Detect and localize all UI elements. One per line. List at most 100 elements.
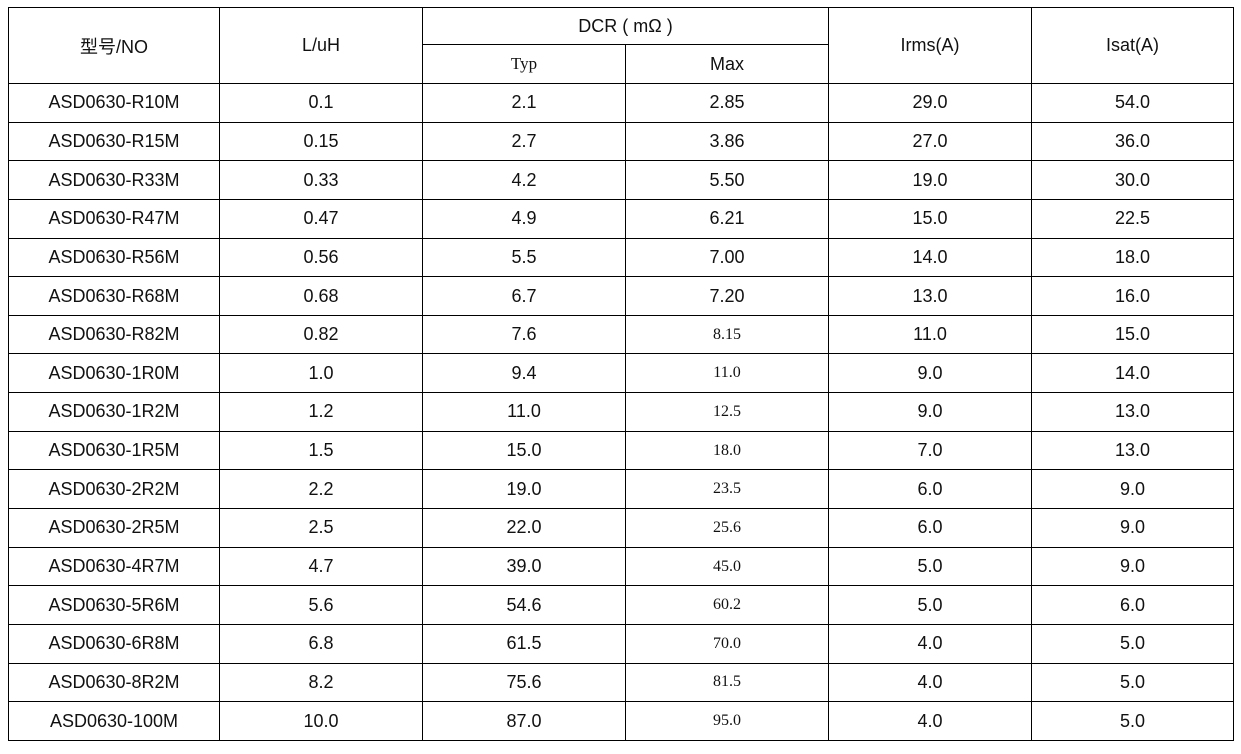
table-cell: ASD0630-1R2M — [8, 392, 220, 432]
table-cell: 61.5 — [422, 623, 626, 664]
table-cell: ASD0630-8R2M — [8, 662, 220, 703]
table-cell: 7.0 — [828, 430, 1033, 471]
table-cell: 2.1 — [422, 83, 626, 123]
table-cell: 13.0 — [1031, 430, 1235, 471]
table-cell: 5.0 — [828, 546, 1033, 587]
spec-table: 型号/NO L/uH DCR ( mΩ ) Irms(A) Isat(A) Ty… — [8, 7, 1235, 741]
table-cell: 1.0 — [219, 353, 423, 394]
table-row: ASD0630-4R7M 4.7 39.0 45.0 5.0 9.0 — [8, 546, 1235, 587]
table-row: ASD0630-R82M 0.82 7.6 8.15 11.0 15.0 — [8, 314, 1235, 355]
table-cell: 6.21 — [624, 198, 830, 239]
table-cell: 9.0 — [828, 392, 1033, 432]
table-cell: 0.82 — [219, 314, 423, 355]
table-body: ASD0630-R10M 0.1 2.1 2.85 29.0 54.0 ASD0630-R1… — [8, 83, 1235, 741]
table-cell: 8.2 — [219, 662, 423, 703]
table-cell: 5.6 — [219, 585, 423, 625]
table-cell: 75.6 — [422, 662, 626, 703]
table-cell: 6.7 — [422, 276, 626, 316]
table-cell: ASD0630-R68M — [8, 276, 220, 316]
header-cell: Max — [624, 44, 830, 84]
table-row: ASD0630-2R2M 2.2 19.0 23.5 6.0 9.0 — [8, 469, 1235, 510]
table-cell: 36.0 — [1031, 121, 1235, 162]
table-cell: ASD0630-2R2M — [8, 469, 220, 510]
table-cell: 9.0 — [828, 353, 1033, 394]
table-cell: 12.5 — [624, 392, 830, 432]
table-cell: 11.0 — [828, 314, 1033, 355]
table-cell: ASD0630-5R6M — [8, 585, 220, 625]
table-row: ASD0630-R56M 0.56 5.5 7.00 14.0 18.0 — [8, 237, 1235, 278]
table-cell: 0.1 — [219, 83, 423, 123]
table-cell: 29.0 — [828, 83, 1033, 123]
table-cell: 19.0 — [422, 469, 626, 510]
table-cell: 6.0 — [828, 508, 1033, 548]
table-cell: 11.0 — [624, 353, 830, 394]
table-cell: 10.0 — [219, 701, 423, 741]
table-cell: 2.85 — [624, 83, 830, 123]
table-cell: 27.0 — [828, 121, 1033, 162]
table-cell: 0.47 — [219, 198, 423, 239]
table-cell: 5.5 — [422, 237, 626, 278]
table-cell: 23.5 — [624, 469, 830, 510]
table-cell: 5.0 — [828, 585, 1033, 625]
table-row: ASD0630-R47M 0.47 4.9 6.21 15.0 22.5 — [8, 198, 1235, 239]
header-cell: 型号/NO — [8, 7, 220, 84]
table-cell: 2.7 — [422, 121, 626, 162]
header-cell: DCR ( mΩ ) — [421, 7, 830, 45]
table-row: ASD0630-1R0M 1.0 9.4 11.0 9.0 14.0 — [8, 353, 1235, 394]
table-cell: 18.0 — [1031, 237, 1235, 278]
table-cell: 4.2 — [422, 160, 626, 200]
table-cell: 30.0 — [1031, 160, 1235, 200]
table-cell: 4.0 — [828, 701, 1033, 741]
table-row: ASD0630-1R5M 1.5 15.0 18.0 7.0 13.0 — [8, 430, 1235, 471]
table-row: ASD0630-R10M 0.1 2.1 2.85 29.0 54.0 — [8, 83, 1235, 123]
table-cell: 14.0 — [828, 237, 1033, 278]
table-cell: 4.9 — [422, 198, 626, 239]
table-cell: 4.7 — [219, 546, 423, 587]
table-cell: 2.5 — [219, 508, 423, 548]
table-cell: 13.0 — [1031, 392, 1235, 432]
table-cell: 5.0 — [1031, 701, 1235, 741]
table-cell: 15.0 — [1031, 314, 1235, 355]
table-row: ASD0630-R68M 0.68 6.7 7.20 13.0 16.0 — [8, 276, 1235, 316]
table-cell: ASD0630-R33M — [8, 160, 220, 200]
table-cell: 9.4 — [422, 353, 626, 394]
table-cell: 5.0 — [1031, 662, 1235, 703]
table-cell: 5.50 — [624, 160, 830, 200]
table-cell: 6.0 — [828, 469, 1033, 510]
table-cell: 4.0 — [828, 662, 1033, 703]
table-cell: 54.6 — [422, 585, 626, 625]
table-cell: 14.0 — [1031, 353, 1235, 394]
table-cell: ASD0630-6R8M — [8, 623, 220, 664]
table-cell: 9.0 — [1031, 508, 1235, 548]
header-cell: Isat(A) — [1031, 7, 1235, 84]
table-cell: 39.0 — [422, 546, 626, 587]
table-cell: 9.0 — [1031, 546, 1235, 587]
table-cell: 7.6 — [422, 314, 626, 355]
table-cell: ASD0630-R82M — [8, 314, 220, 355]
table-cell: 25.6 — [624, 508, 830, 548]
table-cell: ASD0630-1R0M — [8, 353, 220, 394]
table-cell: 8.15 — [624, 314, 830, 355]
table-cell: 19.0 — [828, 160, 1033, 200]
table-cell: 0.33 — [219, 160, 423, 200]
table-cell: ASD0630-R56M — [8, 237, 220, 278]
table-cell: ASD0630-R47M — [8, 198, 220, 239]
table-cell: 16.0 — [1031, 276, 1235, 316]
table-row: ASD0630-R33M 0.33 4.2 5.50 19.0 30.0 — [8, 160, 1235, 200]
table-cell: ASD0630-100M — [8, 701, 220, 741]
table-cell: 0.15 — [219, 121, 423, 162]
table-cell: 13.0 — [828, 276, 1033, 316]
table-cell: 0.68 — [219, 276, 423, 316]
table-cell: 18.0 — [624, 430, 830, 471]
table-cell: 9.0 — [1031, 469, 1235, 510]
table-row: ASD0630-8R2M 8.2 75.6 81.5 4.0 5.0 — [8, 662, 1235, 703]
table-cell: 5.0 — [1031, 623, 1235, 664]
table-cell: 54.0 — [1031, 83, 1235, 123]
table-cell: 1.5 — [219, 430, 423, 471]
table-cell: ASD0630-R15M — [8, 121, 220, 162]
table-cell: 4.0 — [828, 623, 1033, 664]
table-cell: 70.0 — [624, 623, 830, 664]
table-cell: 6.0 — [1031, 585, 1235, 625]
table-cell: 22.0 — [422, 508, 626, 548]
